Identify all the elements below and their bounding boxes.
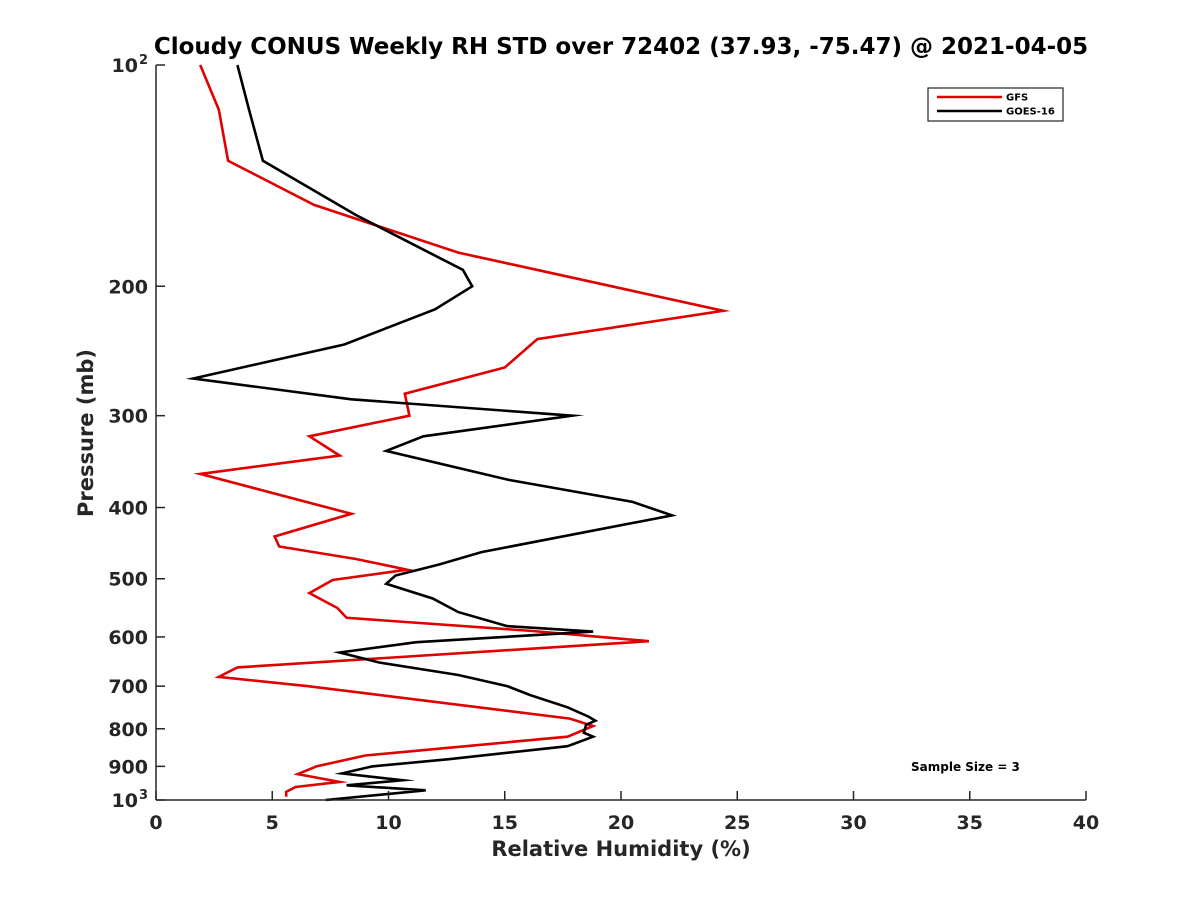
y-axis-title: Pressure (mb) [74, 349, 98, 517]
x-tick-label: 10 [375, 812, 401, 834]
y-tick-label: 700 [108, 676, 148, 698]
y-tick-label: 500 [108, 569, 148, 591]
legend: GFS GOES-16 [927, 87, 1064, 122]
y-tick-label: 900 [108, 756, 148, 778]
x-tick-label: 20 [608, 812, 634, 834]
y-tick-label: 200 [108, 276, 148, 298]
y-tick-label: 300 [108, 406, 148, 428]
x-tick-label: 15 [492, 812, 518, 834]
chart-title: Cloudy CONUS Weekly RH STD over 72402 (3… [154, 34, 1088, 60]
x-tick-label: 5 [266, 812, 279, 834]
x-tick-label: 25 [724, 812, 750, 834]
y-tick-label: 10 [112, 790, 138, 812]
legend-box [927, 87, 1064, 122]
y-tick-exponent: 3 [139, 788, 148, 803]
plot-area [185, 64, 731, 802]
y-tick-label: 400 [108, 498, 148, 520]
legend-label-gfs: GFS [1006, 93, 1028, 104]
x-tick-label: 40 [1073, 812, 1099, 834]
y-tick-label: 800 [108, 719, 148, 741]
series-line-gfs [193, 64, 731, 797]
x-tick-label: 30 [840, 812, 866, 834]
y-tick-exponent: 2 [139, 53, 148, 68]
x-axis-ticks: 0 5 10 15 20 25 30 35 40 [149, 791, 1099, 834]
x-tick-label: 35 [957, 812, 983, 834]
sample-size-annotation: Sample Size = 3 [911, 760, 1020, 774]
series-line-goes-16 [185, 64, 678, 802]
x-tick-label: 0 [149, 812, 162, 834]
legend-label-goes16: GOES-16 [1006, 107, 1055, 118]
y-tick-label: 600 [108, 627, 148, 649]
y-tick-label: 10 [112, 55, 138, 77]
x-axis-title: Relative Humidity (%) [491, 837, 750, 861]
